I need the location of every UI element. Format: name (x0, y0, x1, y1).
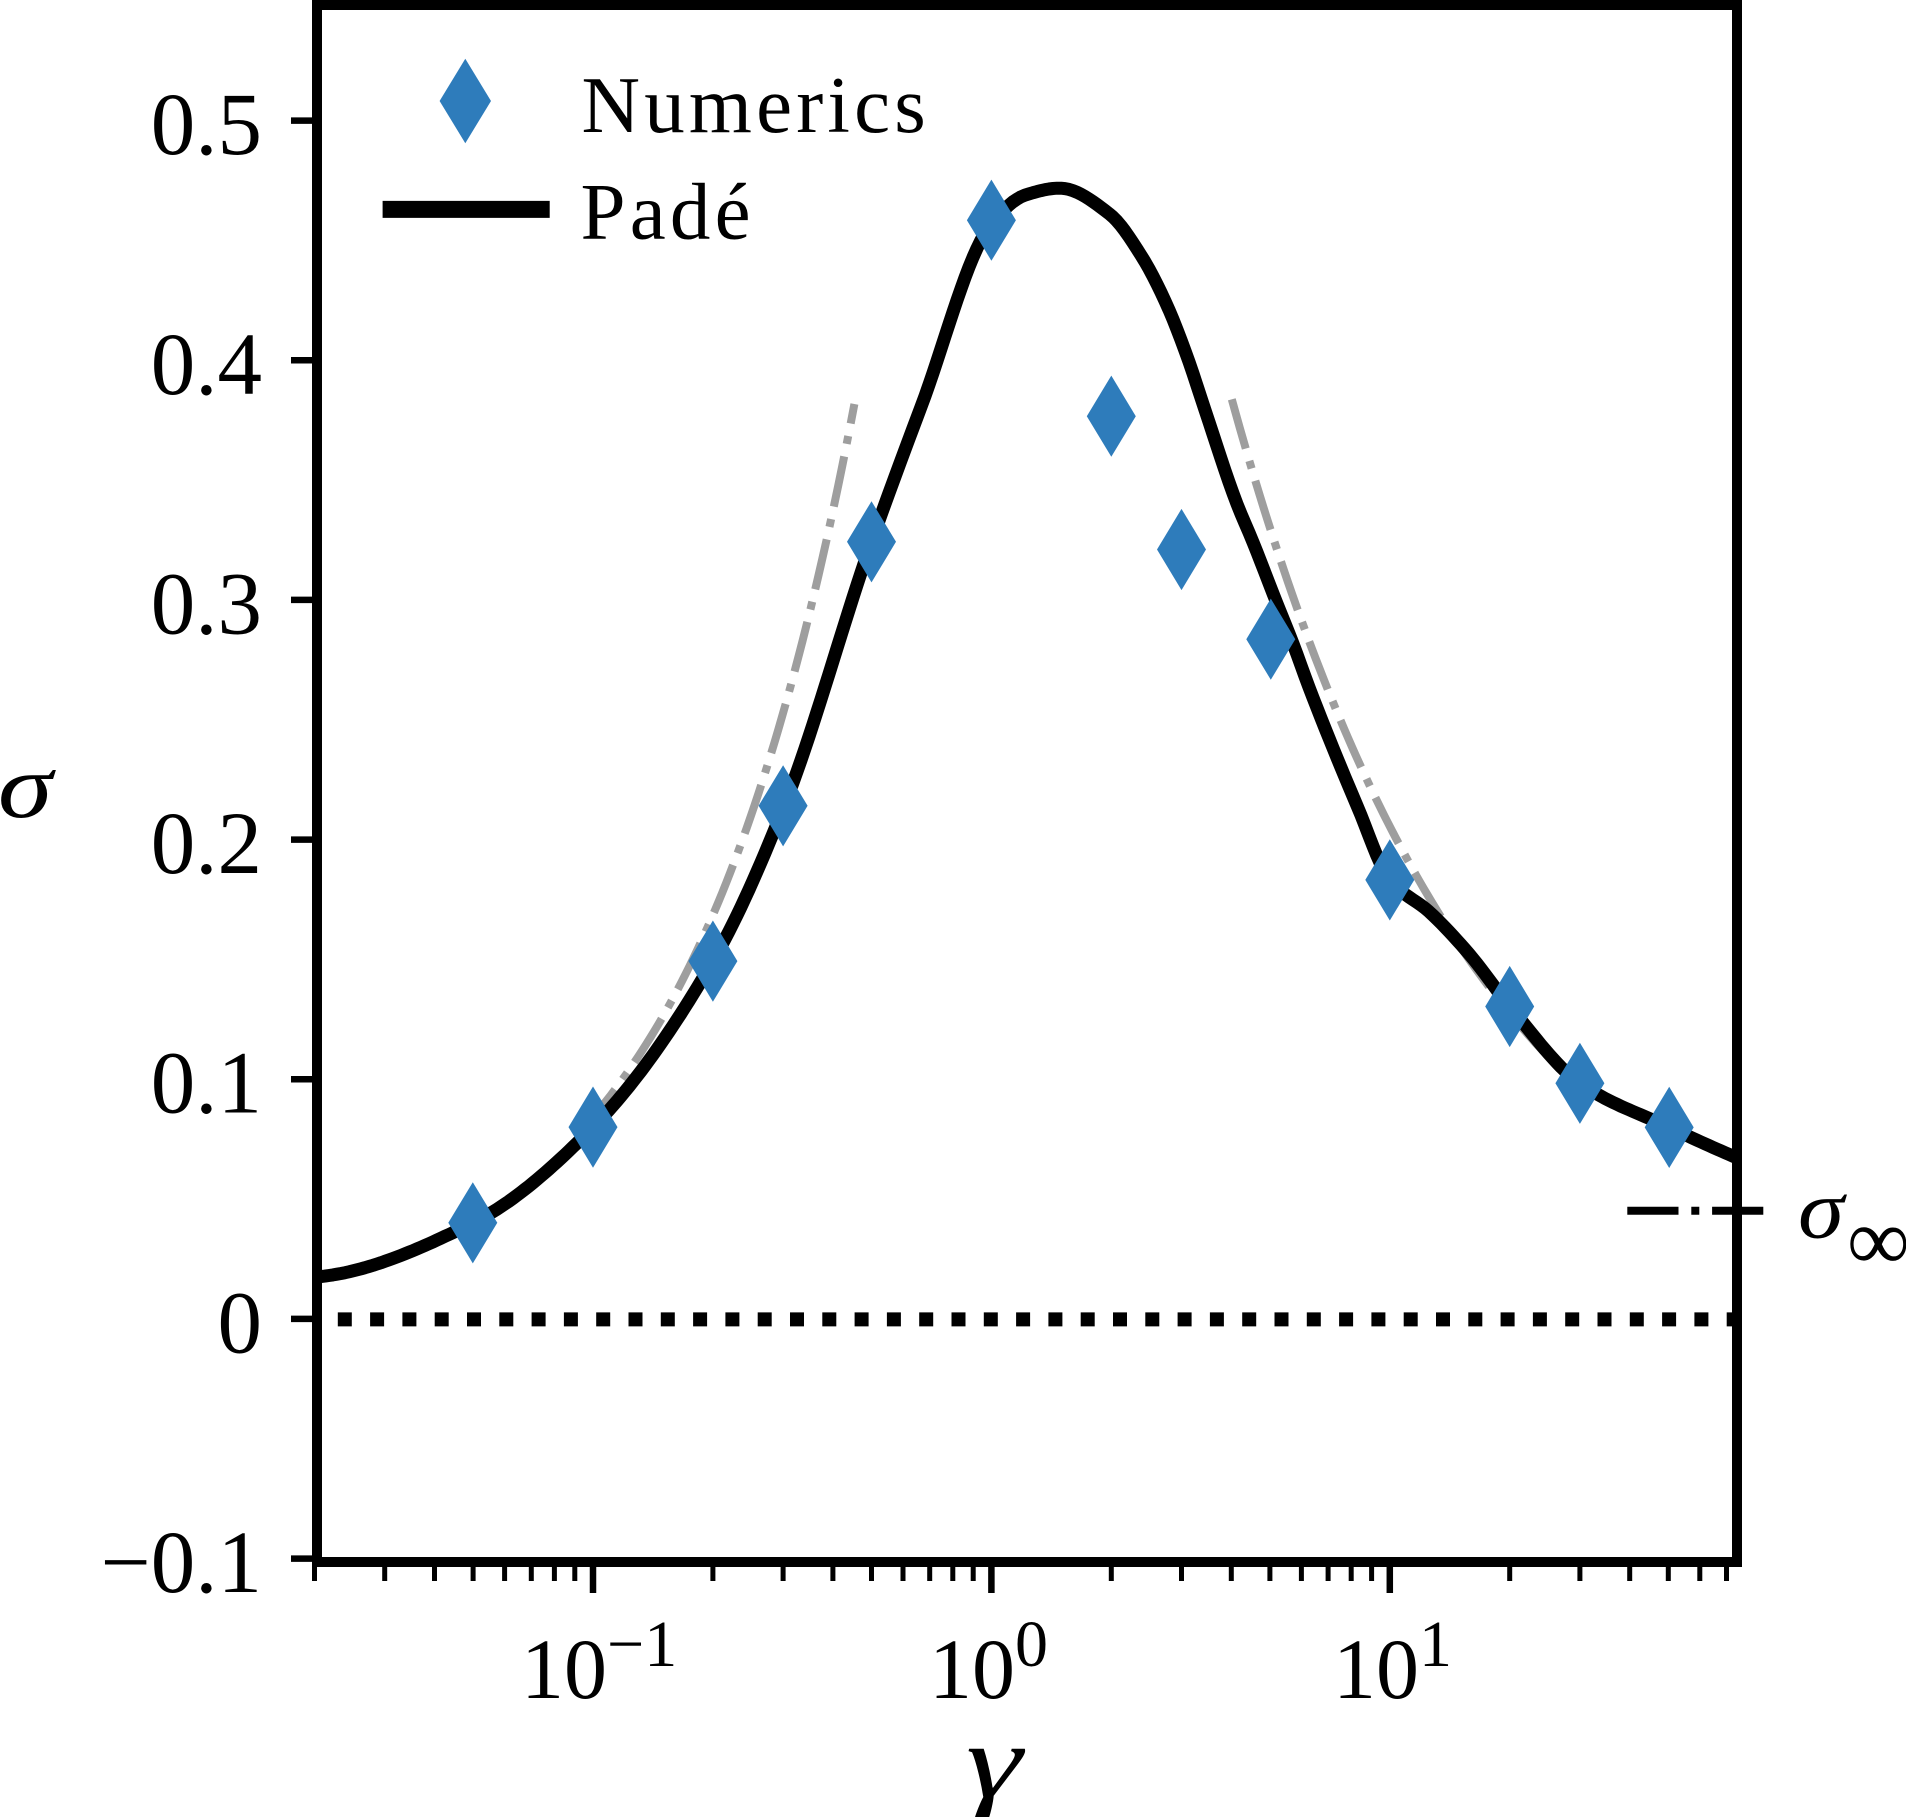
svg-text:0.3: 0.3 (151, 555, 262, 653)
svg-text:0.5: 0.5 (151, 76, 262, 174)
svg-text:0: 0 (218, 1274, 263, 1372)
svg-text:Numerics: Numerics (582, 60, 931, 150)
svg-text:0.1: 0.1 (151, 1035, 262, 1133)
svg-text:σ: σ (1798, 1163, 1847, 1256)
svg-text:σ: σ (0, 735, 57, 837)
svg-text:Padé: Padé (581, 166, 755, 256)
svg-text:−0.1: −0.1 (101, 1514, 262, 1612)
svg-text:γ: γ (966, 1703, 1026, 1817)
svg-text:∞: ∞ (1847, 1192, 1906, 1289)
svg-text:0.2: 0.2 (151, 795, 262, 893)
svg-text:0.4: 0.4 (151, 316, 262, 414)
